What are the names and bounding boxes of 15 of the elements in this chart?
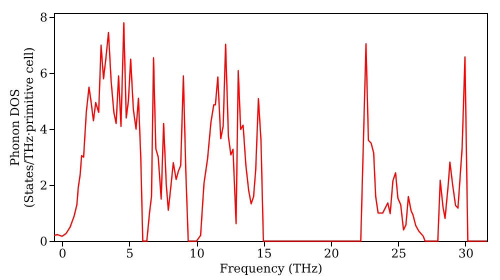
- y-tick-label: 2: [40, 178, 48, 193]
- y-tick-label: 6: [40, 66, 48, 81]
- x-tick-label: 10: [189, 246, 205, 260]
- x-tick-label: 30: [458, 246, 474, 260]
- y-axis-title: Phonon DOS (States/THz·primitive cell): [8, 47, 36, 208]
- x-axis-title: Frequency (THz): [220, 262, 322, 276]
- x-tick-label: 5: [126, 246, 134, 260]
- x-tick-label: 20: [324, 246, 340, 260]
- x-tick-label: 0: [58, 246, 66, 260]
- y-tick-label: 8: [40, 10, 48, 25]
- x-tick-label: 15: [256, 246, 272, 260]
- y-tick-label: 4: [40, 122, 48, 137]
- y-tick-label: 0: [40, 234, 48, 248]
- line-series: [53, 22, 488, 242]
- x-tick-label: 25: [391, 246, 406, 260]
